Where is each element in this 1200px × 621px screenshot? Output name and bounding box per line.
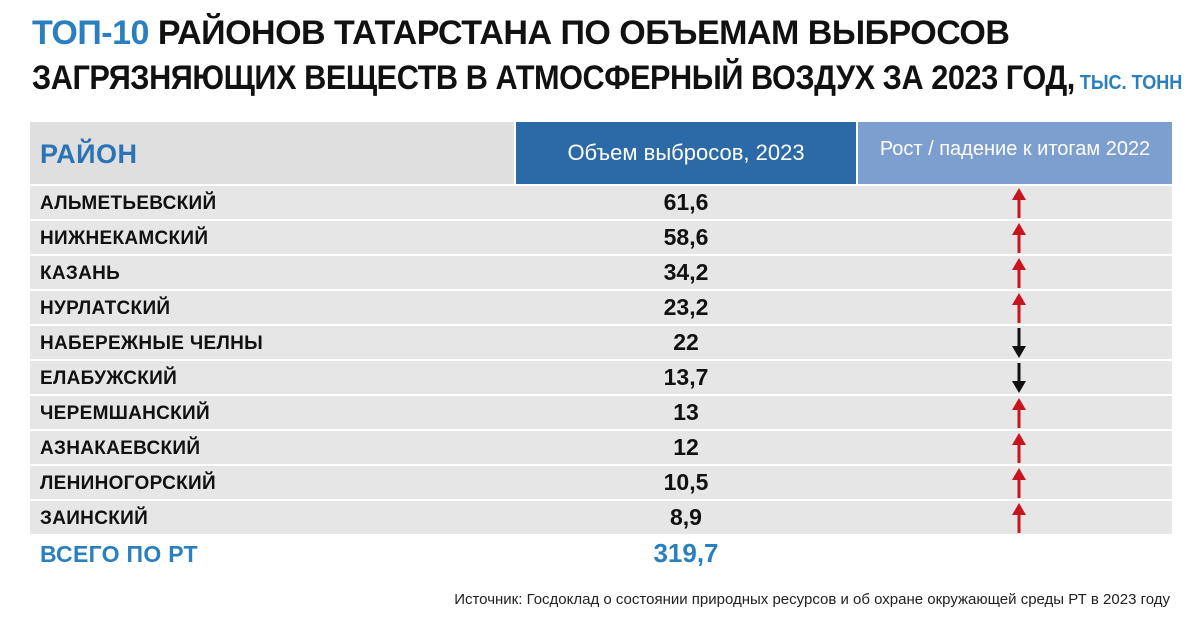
table-row: КАЗАНЬ 34,2: [30, 256, 1172, 289]
title-unit: ТЫС. ТОНН: [1074, 72, 1183, 94]
arrow-up-icon: [1012, 258, 1026, 288]
district-name: АЗНАКАЕВСКИЙ: [40, 438, 201, 459]
title-line-1-text: РАЙОНОВ ТАТАРСТАНА ПО ОБЪЕМАМ ВЫБРОСОВ: [148, 14, 1010, 52]
arrow-down-icon: [1012, 328, 1026, 358]
total-row: ВСЕГО ПО РТ 319,7: [30, 536, 1172, 572]
district-name: ЕЛАБУЖСКИЙ: [40, 368, 178, 389]
source-note: Источник: Госдоклад о состоянии природны…: [454, 591, 1170, 608]
header-trend: Рост / падение к итогам 2022: [858, 122, 1172, 184]
arrow-up-icon: [1012, 293, 1026, 323]
table-row: ЗАИНСКИЙ 8,9: [30, 501, 1172, 534]
arrow-up-icon: [1012, 433, 1026, 463]
total-value: 319,7: [653, 538, 719, 568]
district-name: ЧЕРЕМШАНСКИЙ: [40, 403, 210, 424]
district-name: КАЗАНЬ: [40, 263, 121, 284]
table-row: ЧЕРЕМШАНСКИЙ 13: [30, 396, 1172, 429]
arrow-up-icon: [1012, 223, 1026, 253]
arrow-up-icon: [1012, 503, 1026, 533]
table-row: НУРЛАТСКИЙ 23,2: [30, 291, 1172, 324]
title-line-2-text: ЗАГРЯЗНЯЮЩИХ ВЕЩЕСТВ В АТМОСФЕРНЫЙ ВОЗДУ…: [32, 59, 1075, 97]
table-row: АЗНАКАЕВСКИЙ 12: [30, 431, 1172, 464]
title-line-2: ЗАГРЯЗНЯЮЩИХ ВЕЩЕСТВ В АТМОСФЕРНЫЙ ВОЗДУ…: [32, 58, 1182, 103]
district-name: НАБЕРЕЖНЫЕ ЧЕЛНЫ: [40, 333, 264, 354]
table-body: АЛЬМЕТЬЕВСКИЙ 61,6 НИЖНЕКАМСКИЙ 58,6 КАЗАНЬ 3…: [30, 186, 1172, 534]
table-row: НИЖНЕКАМСКИЙ 58,6: [30, 221, 1172, 254]
district-name: АЛЬМЕТЬЕВСКИЙ: [40, 193, 217, 214]
emission-value: 13,7: [663, 364, 709, 390]
table-header: РАЙОН Объем выбросов, 2023 Рост / падени…: [30, 122, 1172, 184]
emission-value: 8,9: [670, 504, 702, 530]
district-name: НУРЛАТСКИЙ: [40, 298, 171, 319]
emission-value: 34,2: [663, 259, 709, 285]
chart-title: ТОП-10 РАЙОНОВ ТАТАРСТАНА ПО ОБЪЕМАМ ВЫБ…: [32, 8, 1182, 103]
header-volume: Объем выбросов, 2023: [516, 122, 856, 184]
table-row: АЛЬМЕТЬЕВСКИЙ 61,6: [30, 186, 1172, 219]
emission-value: 13: [673, 399, 699, 425]
title-accent: ТОП-10: [32, 14, 149, 52]
district-name: НИЖНЕКАМСКИЙ: [40, 228, 209, 249]
table-row: НАБЕРЕЖНЫЕ ЧЕЛНЫ 22: [30, 326, 1172, 359]
emission-value: 61,6: [663, 189, 709, 215]
header-district-label: РАЙОН: [40, 139, 138, 169]
table-row: ЕЛАБУЖСКИЙ 13,7: [30, 361, 1172, 394]
emission-value: 23,2: [663, 294, 709, 320]
arrow-up-icon: [1012, 188, 1026, 218]
emission-value: 12: [673, 434, 699, 460]
header-district: РАЙОН: [30, 122, 514, 184]
district-name: ЛЕНИНОГОРСКИЙ: [40, 473, 216, 494]
district-name: ЗАИНСКИЙ: [40, 508, 149, 529]
title-line-1: ТОП-10 РАЙОНОВ ТАТАРСТАНА ПО ОБЪЕМАМ ВЫБ…: [32, 8, 1182, 58]
arrow-up-icon: [1012, 468, 1026, 498]
emission-value: 58,6: [663, 224, 709, 250]
emissions-table: РАЙОН Объем выбросов, 2023 Рост / падени…: [30, 122, 1172, 572]
total-label: ВСЕГО ПО РТ: [40, 541, 198, 567]
table-row: ЛЕНИНОГОРСКИЙ 10,5: [30, 466, 1172, 499]
emission-value: 22: [673, 329, 699, 355]
emission-value: 10,5: [663, 469, 709, 495]
arrow-down-icon: [1012, 363, 1026, 393]
arrow-up-icon: [1012, 398, 1026, 428]
